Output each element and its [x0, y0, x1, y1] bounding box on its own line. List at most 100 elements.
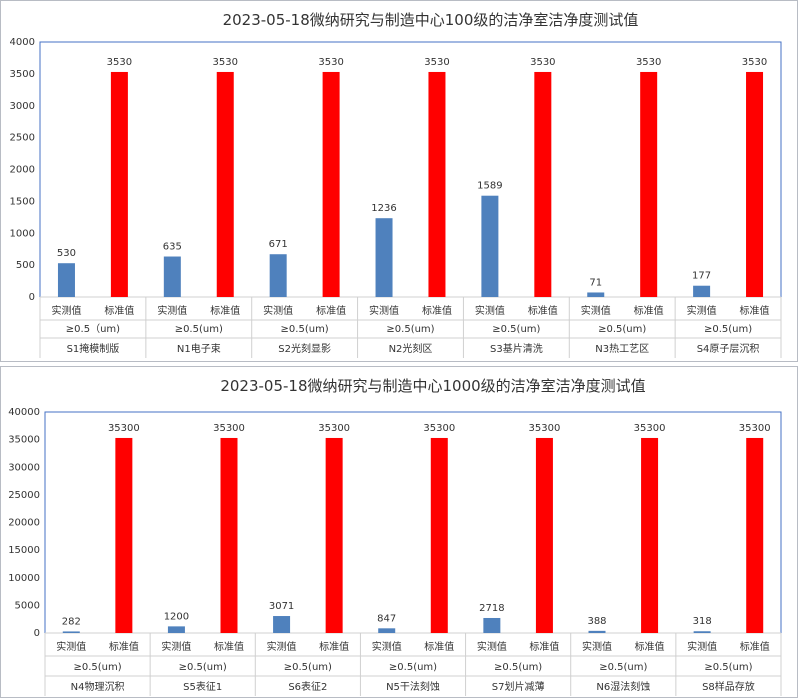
- bar-actual: [693, 631, 711, 633]
- data-label-actual: 530: [57, 248, 76, 259]
- data-label-standard: 35300: [634, 423, 666, 434]
- category-label-size: ≥0.5(um): [281, 324, 329, 335]
- y-tick-label: 15000: [8, 545, 40, 556]
- data-label-actual: 847: [377, 613, 396, 624]
- y-tick-label: 30000: [8, 462, 40, 473]
- category-label-room: S5表征1: [183, 680, 222, 693]
- y-tick-label: 20000: [8, 518, 40, 529]
- category-label-actual: 实测值: [263, 304, 293, 317]
- data-label-standard: 35300: [423, 423, 455, 434]
- category-label-room: S7划片减薄: [492, 680, 545, 693]
- bar-standard: [430, 437, 448, 633]
- category-label-size: ≥0.5(um): [386, 324, 434, 335]
- category-label-size: ≥0.5(um): [73, 662, 121, 673]
- bar-standard: [115, 437, 133, 633]
- bar-actual: [167, 626, 185, 633]
- category-label-size: ≥0.5(um): [704, 324, 752, 335]
- bar-standard: [220, 437, 238, 633]
- bar-actual: [588, 630, 606, 633]
- y-tick-label: 3500: [10, 69, 35, 80]
- category-label-room: S3基片清洗: [490, 342, 543, 355]
- bar-standard: [641, 437, 659, 633]
- category-label-standard: 标准值: [319, 640, 349, 653]
- category-label-size: ≥0.5(um): [494, 662, 542, 673]
- category-label-room: S2光刻显影: [278, 342, 331, 355]
- y-tick-label: 2500: [10, 133, 35, 144]
- data-label-actual: 318: [693, 616, 712, 627]
- y-tick-label: 40000: [8, 407, 40, 418]
- category-label-actual: 实测值: [475, 304, 505, 317]
- plot-area: [44, 411, 782, 634]
- data-label-actual: 71: [589, 277, 602, 288]
- data-label-actual: 388: [587, 616, 606, 627]
- category-label-actual: 实测值: [369, 304, 399, 317]
- y-tick-label: 5000: [15, 600, 40, 611]
- data-label-actual: 1236: [371, 203, 396, 214]
- y-tick-label: 2000: [10, 165, 35, 176]
- y-tick-label: 0: [29, 292, 35, 303]
- plot-area: [39, 41, 782, 298]
- category-label-size: ≥0.5(um): [492, 324, 540, 335]
- bar-actual: [587, 292, 605, 297]
- bar-standard: [110, 71, 128, 298]
- data-label-standard: 3530: [213, 57, 238, 68]
- bar-standard: [746, 437, 764, 633]
- data-label-standard: 3530: [530, 57, 555, 68]
- category-label-standard: 标准值: [740, 640, 770, 653]
- bar-standard: [746, 71, 764, 298]
- y-tick-label: 4000: [10, 37, 35, 48]
- data-label-actual: 1589: [477, 181, 502, 192]
- category-label-standard: 标准值: [210, 304, 240, 317]
- bar-standard: [325, 437, 343, 633]
- category-label-standard: 标准值: [109, 640, 139, 653]
- data-label-actual: 635: [163, 242, 182, 253]
- data-label-actual: 3071: [269, 601, 294, 612]
- category-label-size: ≥0.5(um): [175, 324, 223, 335]
- bar-actual: [375, 218, 393, 297]
- category-label-standard: 标准值: [424, 640, 454, 653]
- category-label-room: S8样品存放: [702, 680, 755, 693]
- category-label-actual: 实测值: [687, 640, 717, 653]
- category-label-size: ≥0.5(um): [179, 662, 227, 673]
- category-label-room: S1掩模制版: [67, 342, 120, 355]
- y-tick-label: 35000: [8, 435, 40, 446]
- category-label-actual: 实测值: [161, 640, 191, 653]
- bar-standard: [535, 437, 553, 633]
- data-label-actual: 282: [62, 616, 81, 627]
- bar-standard: [534, 71, 552, 298]
- data-label-standard: 3530: [318, 57, 343, 68]
- category-label-standard: 标准值: [634, 304, 664, 317]
- category-label-actual: 实测值: [372, 640, 402, 653]
- category-label-standard: 标准值: [316, 304, 346, 317]
- category-label-standard: 标准值: [635, 640, 665, 653]
- data-label-actual: 671: [269, 239, 288, 250]
- category-label-size: ≥0.5（um): [66, 323, 120, 335]
- chart-panel-100-class: 2023-05-18微纳研究与制造中心100级的洁净室洁净度测试值 0 500 100…: [0, 0, 798, 362]
- y-tick-label: 3000: [10, 101, 35, 112]
- data-label-standard: 3530: [107, 57, 132, 68]
- category-label-actual: 实测值: [157, 304, 187, 317]
- category-label-size: ≥0.5(um): [599, 662, 647, 673]
- chart-title: 2023-05-18微纳研究与制造中心1000级的洁净室洁净度测试值: [220, 377, 645, 395]
- bar-standard: [428, 71, 446, 298]
- bar-actual: [163, 256, 181, 297]
- y-tick-label: 1500: [10, 196, 35, 207]
- chart-1000-class: 2023-05-18微纳研究与制造中心1000级的洁净室洁净度测试值 0 5000 1…: [8, 377, 782, 696]
- bar-actual: [57, 263, 75, 297]
- y-tick-label: 10000: [8, 573, 40, 584]
- data-label-standard: 3530: [424, 57, 449, 68]
- bar-standard: [322, 71, 340, 298]
- category-label-size: ≥0.5(um): [598, 324, 646, 335]
- data-label-actual: 177: [692, 271, 711, 282]
- category-label-standard: 标准值: [214, 640, 244, 653]
- data-label-standard: 3530: [636, 57, 661, 68]
- category-label-actual: 实测值: [582, 640, 612, 653]
- data-label-standard: 3530: [742, 57, 767, 68]
- category-label-standard: 标准值: [740, 304, 770, 317]
- category-label-actual: 实测值: [51, 304, 81, 317]
- data-label-standard: 35300: [213, 423, 245, 434]
- bar-actual: [693, 285, 711, 297]
- category-label-room: N6湿法刻蚀: [596, 680, 650, 693]
- category-label-room: N4物理沉积: [71, 680, 125, 693]
- category-label-room: S4原子层沉积: [697, 342, 760, 355]
